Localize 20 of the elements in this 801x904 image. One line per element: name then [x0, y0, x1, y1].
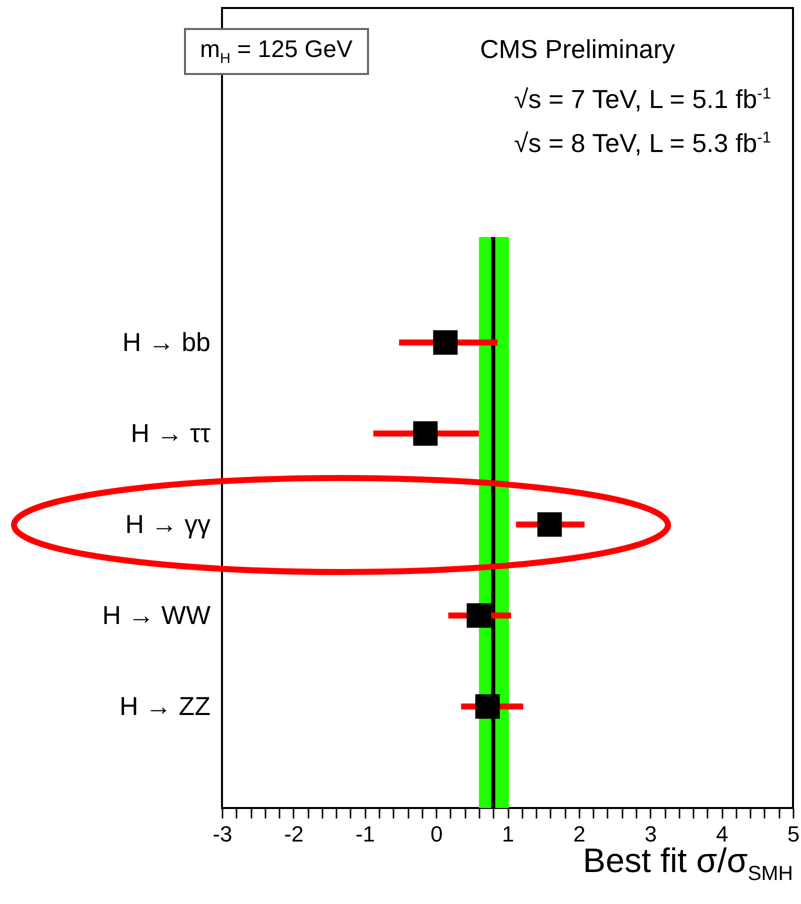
text: √s = 7 TeV, L = 5.1 fb$^{-1}$ [514, 84, 771, 115]
y-tick-label: H → γγ [125, 509, 210, 539]
x-tick-label: 0 [430, 822, 443, 846]
point [537, 512, 562, 537]
y-tick-label: H → bb [122, 327, 210, 357]
text: m$_{H}$ = 125 GeV [184, 28, 368, 75]
x-tick-label: -3 [212, 822, 232, 846]
text: CMS Preliminary [480, 34, 676, 65]
y-tick-label: H → WW [102, 600, 211, 630]
y-tick-label: H → ZZ [120, 691, 211, 721]
x-tick-label: 1 [502, 822, 514, 846]
x-tick-label: -1 [355, 822, 376, 846]
point [413, 421, 438, 446]
point [466, 603, 492, 628]
x-tick-label: -2 [284, 822, 304, 846]
x-tick-label: 2 [573, 822, 586, 846]
text: √s = 8 TeV, L = 5.3 fb$^{-1}$ [514, 128, 771, 159]
y-tick-label: H → ττ [130, 418, 212, 448]
point [475, 694, 500, 719]
point [433, 330, 458, 355]
